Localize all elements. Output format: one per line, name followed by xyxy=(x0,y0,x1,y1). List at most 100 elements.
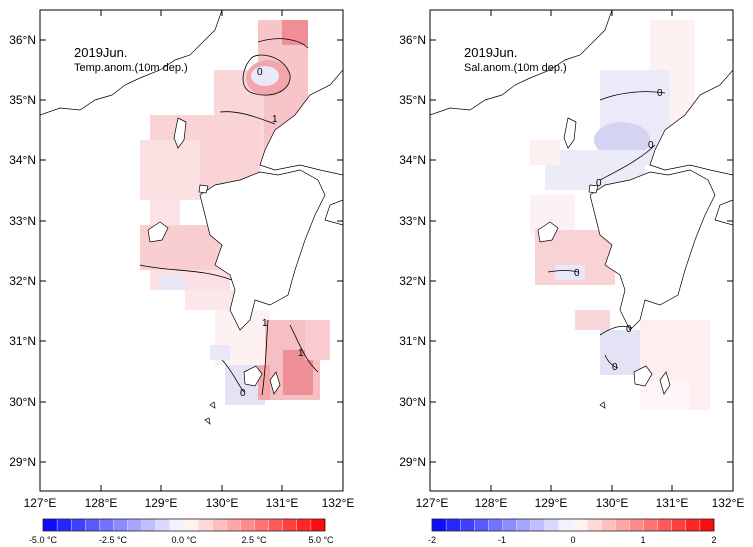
temp-panel-subtitle: Temp.anom.(10m dep.) xyxy=(74,62,188,74)
lon-tick-label: 130°E xyxy=(206,496,239,510)
lon-tick-label: 131°E xyxy=(266,496,299,510)
temp-contour-label: 0 xyxy=(257,67,263,78)
lat-tick-label: 35°N xyxy=(399,93,426,107)
sal-coastline xyxy=(430,10,733,409)
sal-contour-label: 0 xyxy=(596,178,602,189)
temp-contour-label: 0 xyxy=(240,388,246,399)
colorbar-swatch xyxy=(296,518,312,532)
lat-tick-label: 33°N xyxy=(399,214,426,228)
colorbar-swatch xyxy=(629,518,645,532)
sal-colorbar-tick: 2 xyxy=(711,535,716,545)
colorbar-swatch xyxy=(85,518,100,532)
colorbar-swatch xyxy=(141,518,157,532)
temp-map-panel: 0 1 1 1 0 2019Jun. Temp.anom.(10m dep.) … xyxy=(9,9,355,545)
lon-tick-label: 127°E xyxy=(416,496,449,510)
temp-colorbar-tick: -5.0 °C xyxy=(29,535,58,545)
colorbar-swatch xyxy=(657,518,673,532)
colorbar-swatch xyxy=(530,518,546,532)
sal-panel-subtitle: Sal.anom.(10m dep.) xyxy=(464,62,567,74)
sal-contour-label: 0 xyxy=(626,324,632,335)
colorbar-swatch xyxy=(502,518,518,532)
colorbar-swatch xyxy=(42,518,58,532)
colorbar-swatch xyxy=(601,518,616,532)
lon-tick-label: 131°E xyxy=(656,496,689,510)
lat-tick-label: 30°N xyxy=(399,395,426,409)
colorbar-swatch xyxy=(572,518,588,532)
colorbar-swatch xyxy=(310,518,326,532)
sal-contour-labels: 0 0 0 0 0 0 xyxy=(574,88,663,373)
lat-tick-label: 30°N xyxy=(9,395,36,409)
colorbar-swatch xyxy=(699,518,715,532)
sal-panel-title: 2019Jun. xyxy=(464,45,518,60)
colorbar-swatch xyxy=(169,518,185,532)
lat-tick-label: 31°N xyxy=(399,334,426,348)
temp-contour-label: 1 xyxy=(272,114,278,125)
lon-tick-label: 132°E xyxy=(322,496,355,510)
sal-contour-label: 0 xyxy=(574,268,580,279)
colorbar-swatch xyxy=(113,518,129,532)
temp-contour-label: 1 xyxy=(298,348,304,359)
colorbar-swatch xyxy=(268,518,284,532)
sal-colorbar-tick: -2 xyxy=(428,535,436,545)
sal-contour-label: 0 xyxy=(612,362,618,373)
colorbar-swatch xyxy=(544,518,560,532)
lat-tick-label: 29°N xyxy=(399,455,426,469)
lat-tick-label: 36°N xyxy=(9,33,36,47)
lat-tick-label: 32°N xyxy=(9,274,36,288)
colorbar-swatch xyxy=(474,518,489,532)
sal-lon-axis: 127°E 128°E 129°E 130°E 131°E 132°E xyxy=(416,10,745,510)
lat-tick-label: 34°N xyxy=(9,153,36,167)
temp-colorbar-tick: 0.0 °C xyxy=(171,535,197,545)
colorbar-swatch xyxy=(488,518,503,532)
colorbar-swatch xyxy=(671,518,687,532)
temp-panel-title: 2019Jun. xyxy=(74,45,128,60)
colorbar-swatch xyxy=(56,518,72,532)
colorbar-swatch xyxy=(558,518,574,532)
colorbar-swatch xyxy=(685,518,701,532)
lon-tick-label: 129°E xyxy=(145,496,178,510)
colorbar-swatch xyxy=(226,518,241,532)
temp-colorbar-tick: 5.0 °C xyxy=(308,535,334,545)
lon-tick-label: 128°E xyxy=(475,496,508,510)
sal-contour-label: 0 xyxy=(657,88,663,99)
colorbar-swatch xyxy=(586,518,602,532)
temp-colorbar-tick: -2.5 °C xyxy=(99,535,128,545)
lat-tick-label: 32°N xyxy=(399,274,426,288)
colorbar-swatch xyxy=(431,518,447,532)
sal-contour-label: 0 xyxy=(648,140,654,151)
colorbar-swatch xyxy=(643,518,659,532)
lon-tick-label: 130°E xyxy=(596,496,629,510)
temp-contours xyxy=(139,38,319,396)
lat-tick-label: 33°N xyxy=(9,214,36,228)
sal-lat-axis: 36°N 35°N 34°N 33°N 32°N 31°N 30°N 29°N xyxy=(399,33,733,469)
colorbar-swatch xyxy=(445,518,461,532)
colorbar-swatch xyxy=(516,518,532,532)
sal-map-panel: 0 0 0 0 0 0 2019Jun. Sal.anom.(10m dep.)… xyxy=(399,9,745,545)
temp-map-frame xyxy=(39,9,344,492)
temp-contour-label: 1 xyxy=(262,318,268,329)
temp-lon-axis: 127°E 128°E 129°E 130°E 131°E 132°E xyxy=(24,10,355,510)
lat-tick-label: 35°N xyxy=(9,93,36,107)
lon-tick-label: 128°E xyxy=(85,496,118,510)
lat-tick-label: 36°N xyxy=(399,33,426,47)
lat-tick-label: 29°N xyxy=(9,455,36,469)
colorbar-swatch xyxy=(240,518,255,532)
lat-tick-label: 34°N xyxy=(399,153,426,167)
colorbar-swatch xyxy=(155,518,171,532)
colorbar-swatch xyxy=(615,518,630,532)
sal-colorbar-tick: 0 xyxy=(570,535,575,545)
colorbar-swatch xyxy=(282,518,298,532)
colorbar-swatch xyxy=(211,518,227,532)
colorbar-swatch xyxy=(70,518,86,532)
temp-colorbar-tick: 2.5 °C xyxy=(241,535,267,545)
sal-colorbar-tick: -1 xyxy=(498,535,506,545)
lon-tick-label: 129°E xyxy=(535,496,568,510)
temp-coastline xyxy=(40,10,343,425)
colorbar-swatch xyxy=(183,518,199,532)
colorbar-swatch xyxy=(254,518,270,532)
sal-contours xyxy=(547,91,666,369)
lat-tick-label: 31°N xyxy=(9,334,36,348)
sal-colorbar: -2 -1 0 1 2 xyxy=(428,518,717,545)
lon-tick-label: 132°E xyxy=(712,496,745,510)
